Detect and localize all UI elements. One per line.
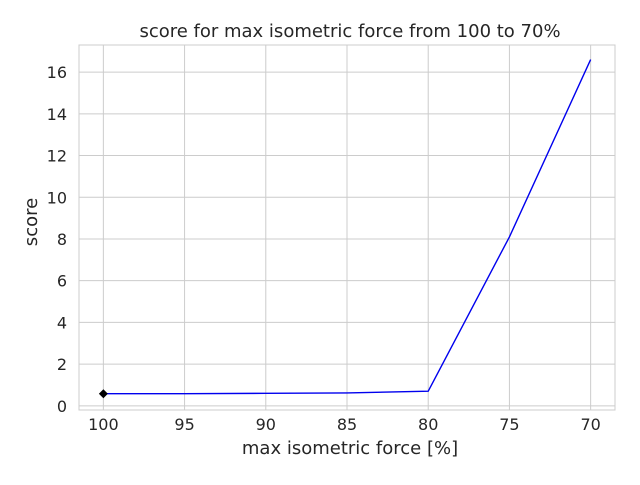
y-tick-label: 0 (57, 397, 67, 416)
y-tick-label: 2 (57, 355, 67, 374)
x-tick-label: 75 (499, 415, 519, 434)
x-tick-label: 80 (418, 415, 438, 434)
series-layer (98, 59, 592, 399)
y-axis-ticks: 0 2 4 6 8 10 12 14 16 (47, 63, 67, 416)
x-tick-label: 95 (174, 415, 194, 434)
x-tick-label: 85 (337, 415, 357, 434)
y-tick-label: 10 (47, 188, 67, 207)
chart-title: score for max isometric force from 100 t… (139, 21, 560, 42)
plot-area-frame (78, 44, 616, 411)
y-axis-label: score (21, 198, 42, 246)
y-tick-label: 14 (47, 105, 67, 124)
y-tick-label: 4 (57, 313, 67, 332)
y-tick-label: 8 (57, 230, 67, 249)
x-axis-ticks: 100 95 90 85 80 75 70 (88, 415, 601, 434)
series-line (103, 59, 592, 395)
y-tick-label: 12 (47, 147, 67, 166)
x-axis-label: max isometric force [%] (242, 438, 458, 459)
data-point-marker (98, 389, 108, 399)
grid (79, 45, 615, 410)
x-tick-label: 70 (580, 415, 600, 434)
x-tick-label: 100 (88, 415, 119, 434)
y-tick-label: 6 (57, 272, 67, 291)
x-tick-label: 90 (256, 415, 276, 434)
y-tick-label: 16 (47, 63, 67, 82)
